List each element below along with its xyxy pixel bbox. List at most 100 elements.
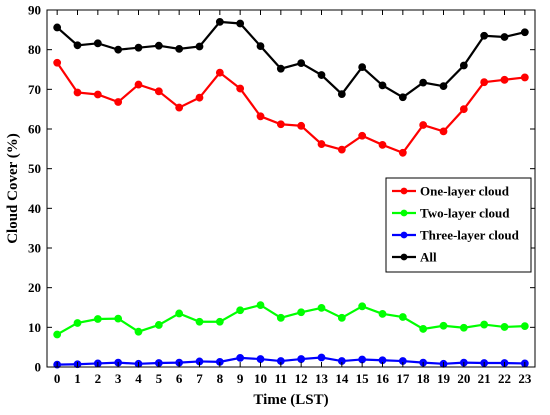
series-line-two-layer-cloud: [56, 303, 525, 336]
x-axis-ticks: 0 1 2 3 4 5 6 7 8 9 10 11 12 13 14 15 16 17 18 19 20 21 22 23: [54, 10, 532, 386]
data-point-one-layer-cloud: [317, 140, 326, 148]
x-tick-label: 0: [54, 371, 61, 386]
data-point-two-layer-cloud: [73, 319, 82, 327]
legend-swatch-marker: [400, 253, 408, 261]
data-point-all: [276, 64, 285, 73]
data-point-all: [53, 23, 62, 32]
data-point-all: [378, 81, 387, 90]
data-point-all: [480, 31, 489, 40]
data-point-two-layer-cloud: [195, 317, 204, 326]
data-point-all: [459, 61, 468, 70]
x-tick-label: 17: [396, 371, 410, 386]
data-point-two-layer-cloud: [337, 313, 346, 322]
data-point-three-layer-cloud: [317, 353, 326, 362]
series-line-one-layer-cloud: [56, 62, 525, 155]
x-tick-label: 4: [135, 371, 142, 386]
x-tick-label: 2: [95, 371, 102, 386]
data-point-all: [520, 28, 529, 37]
data-point-two-layer-cloud: [276, 313, 285, 322]
x-axis-title: Time (LST): [253, 392, 328, 408]
x-tick-label: 8: [217, 371, 224, 386]
data-point-one-layer-cloud: [73, 88, 82, 97]
data-point-all: [500, 33, 509, 41]
data-point-two-layer-cloud: [500, 323, 509, 331]
data-point-two-layer-cloud: [93, 315, 102, 323]
data-point-two-layer-cloud: [378, 309, 387, 318]
data-point-two-layer-cloud: [358, 302, 367, 311]
data-point-all: [154, 41, 163, 50]
legend-item: Three-layer cloud: [392, 228, 520, 243]
data-point-one-layer-cloud: [358, 131, 367, 140]
data-point-one-layer-cloud: [419, 121, 428, 129]
data-point-two-layer-cloud: [114, 314, 123, 323]
data-point-all: [73, 41, 82, 50]
data-point-all: [236, 19, 245, 28]
data-point-two-layer-cloud: [459, 323, 468, 332]
x-tick-label: 18: [417, 371, 431, 386]
data-point-one-layer-cloud: [378, 140, 387, 149]
data-point-all: [256, 42, 265, 50]
y-tick-label: 0: [35, 360, 42, 375]
data-point-one-layer-cloud: [114, 98, 123, 106]
data-point-one-layer-cloud: [520, 73, 529, 82]
data-point-two-layer-cloud: [175, 309, 184, 318]
data-point-all: [215, 18, 224, 26]
legend-label: All: [420, 250, 437, 265]
x-tick-label: 5: [156, 371, 163, 386]
data-point-three-layer-cloud: [297, 355, 306, 363]
data-point-one-layer-cloud: [215, 68, 224, 77]
x-tick-label: 11: [275, 371, 287, 386]
x-tick-label: 15: [356, 371, 370, 386]
data-point-one-layer-cloud: [276, 120, 285, 129]
legend-label: Two-layer cloud: [420, 206, 510, 221]
data-point-all: [398, 93, 407, 102]
data-point-two-layer-cloud: [520, 322, 529, 331]
data-point-one-layer-cloud: [93, 90, 102, 99]
data-point-one-layer-cloud: [175, 103, 184, 112]
data-point-one-layer-cloud: [337, 145, 346, 154]
legend-swatch-marker: [400, 187, 408, 195]
data-point-one-layer-cloud: [459, 105, 468, 114]
data-point-all: [419, 78, 428, 87]
x-tick-label: 3: [115, 371, 122, 386]
legend-swatch-marker: [400, 231, 408, 239]
data-point-all: [317, 71, 326, 79]
data-point-all: [358, 63, 367, 72]
x-tick-label: 13: [315, 371, 329, 386]
data-point-one-layer-cloud: [236, 84, 245, 93]
legend-label: Three-layer cloud: [420, 228, 520, 243]
data-point-two-layer-cloud: [53, 330, 62, 339]
y-tick-label: 40: [28, 201, 41, 216]
data-point-all: [93, 39, 102, 48]
data-point-one-layer-cloud: [500, 75, 509, 84]
x-tick-label: 12: [295, 371, 308, 386]
y-tick-label: 20: [28, 280, 41, 295]
x-tick-label: 21: [478, 371, 491, 386]
data-point-two-layer-cloud: [398, 313, 407, 321]
data-point-one-layer-cloud: [439, 127, 448, 136]
data-point-two-layer-cloud: [215, 317, 224, 326]
data-point-all: [134, 43, 143, 52]
data-point-two-layer-cloud: [480, 320, 489, 329]
data-point-one-layer-cloud: [154, 87, 163, 96]
x-tick-label: 9: [237, 371, 244, 386]
y-tick-label: 50: [28, 161, 41, 176]
data-point-two-layer-cloud: [236, 306, 245, 315]
data-point-one-layer-cloud: [195, 93, 204, 102]
data-point-two-layer-cloud: [256, 301, 265, 310]
data-point-one-layer-cloud: [134, 80, 143, 89]
x-tick-label: 20: [457, 371, 470, 386]
y-axis-title: Cloud Cover (%): [5, 133, 21, 244]
data-point-two-layer-cloud: [154, 321, 163, 329]
data-point-two-layer-cloud: [419, 325, 428, 333]
data-point-all: [297, 59, 306, 68]
data-point-one-layer-cloud: [398, 148, 407, 157]
legend-items: One-layer cloud Two-layer cloud Three-laye…: [392, 184, 520, 265]
y-tick-label: 80: [28, 42, 41, 57]
x-tick-label: 23: [518, 371, 532, 386]
y-tick-label: 60: [28, 122, 41, 137]
data-point-all: [337, 90, 346, 98]
legend-swatch-marker: [400, 209, 408, 217]
data-point-two-layer-cloud: [297, 308, 306, 317]
data-point-all: [195, 42, 204, 51]
